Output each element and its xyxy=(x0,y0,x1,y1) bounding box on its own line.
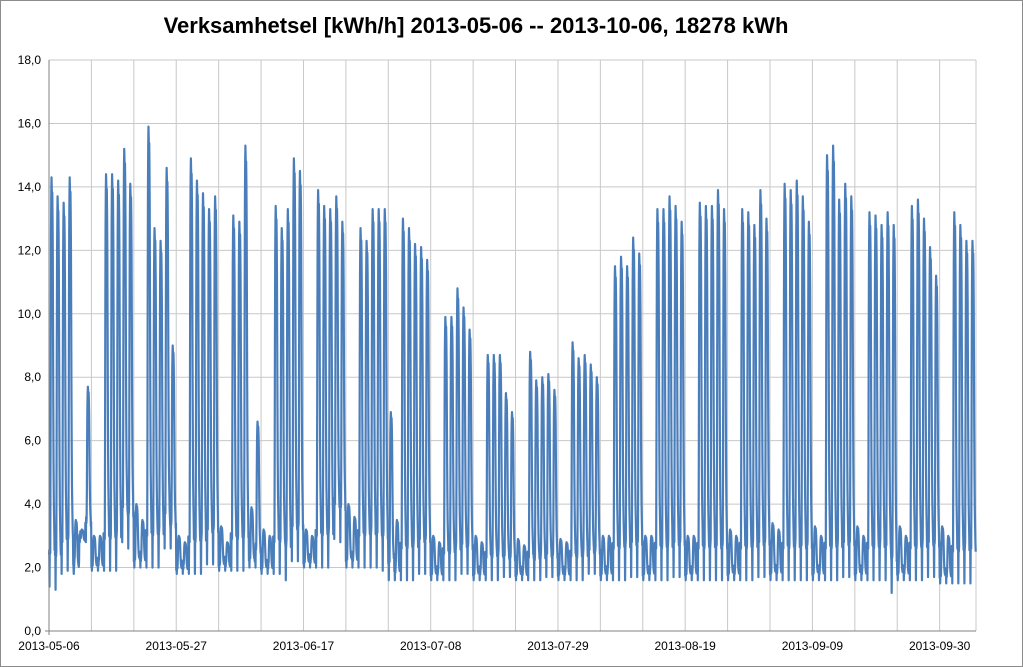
y-tick-label: 10,0 xyxy=(18,307,42,321)
x-tick-label: 2013-09-09 xyxy=(782,639,844,653)
y-tick-label: 18,0 xyxy=(18,53,42,67)
chart-title: Verksamhetsel [kWh/h] 2013-05-06 -- 2013… xyxy=(163,13,789,38)
y-tick-label: 8,0 xyxy=(24,370,41,384)
y-tick-label: 4,0 xyxy=(24,497,41,511)
y-tick-label: 12,0 xyxy=(18,243,42,257)
y-tick-label: 6,0 xyxy=(24,434,41,448)
x-tick-label: 2013-07-08 xyxy=(400,639,462,653)
x-tick-label: 2013-07-29 xyxy=(527,639,589,653)
x-tick-labels: 2013-05-06 2013-05-27 2013-06-17 2013-07-08… xyxy=(18,639,970,653)
axes xyxy=(45,60,976,635)
y-tick-labels: 0,0 2,0 4,0 6,0 8,0 10,0 12,0 14,0 16,0 18,0 xyxy=(18,53,42,638)
y-tick-label: 0,0 xyxy=(24,624,41,638)
y-tick-label: 14,0 xyxy=(18,180,42,194)
x-tick-label: 2013-09-30 xyxy=(909,639,971,653)
series-layer xyxy=(47,125,977,595)
y-tick-label: 2,0 xyxy=(24,561,41,575)
x-tick-label: 2013-08-19 xyxy=(654,639,716,653)
x-tick-label: 2013-06-17 xyxy=(273,639,335,653)
x-tick-label: 2013-05-06 xyxy=(18,639,80,653)
x-tick-label: 2013-05-27 xyxy=(146,639,208,653)
y-tick-label: 16,0 xyxy=(18,116,42,130)
series-line xyxy=(47,125,977,595)
